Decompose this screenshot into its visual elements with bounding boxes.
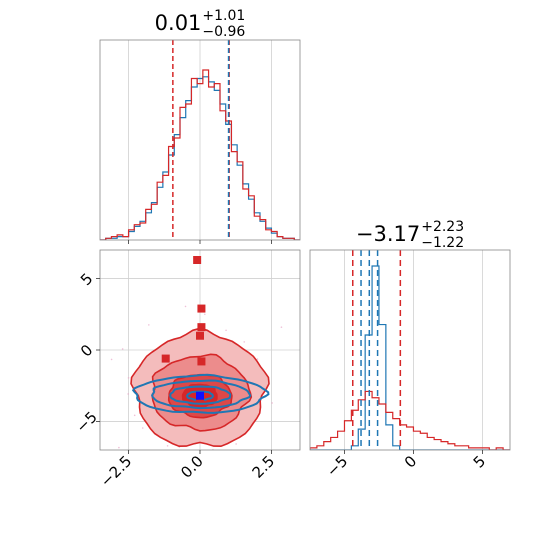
y-tick-label-0: −5 <box>73 408 101 436</box>
sample-dot <box>271 402 273 404</box>
sample-dot <box>121 348 124 350</box>
histogram-series <box>310 250 510 450</box>
red-marker-4 <box>161 354 170 363</box>
histogram-series-0 <box>310 265 510 450</box>
red-marker-5 <box>197 357 206 366</box>
sample-dot <box>184 305 187 308</box>
x-tick-label-0: −5 <box>323 452 351 480</box>
blue-contour-level-0 <box>131 373 270 414</box>
x-ticks: −5 0 5 <box>323 450 489 480</box>
red-marker-0 <box>193 256 202 264</box>
panel-joint-contour: −2.5 0.0 2.5 −5 0 5 <box>73 249 301 491</box>
red-marker-1 <box>197 304 206 313</box>
param1-upper-error: +1.01 <box>202 8 245 24</box>
sample-dot <box>127 393 129 395</box>
sample-dot <box>243 341 246 343</box>
histogram-series <box>100 40 300 240</box>
blue-contour-level-2 <box>169 385 232 405</box>
sample-dot <box>127 377 130 379</box>
sample-dot <box>227 453 229 455</box>
param2-summary-title: −3.17+2.23 −1.22 <box>356 219 464 251</box>
grid <box>128 40 272 240</box>
sample-dot <box>133 414 136 417</box>
panel-bg <box>310 250 510 450</box>
y-tick-label-2: 5 <box>77 270 96 289</box>
y-tick-label-1: 0 <box>77 341 96 360</box>
panel-param2-histogram: −5 0 5 −3.17+2.23 −1.22 <box>309 219 511 480</box>
panel-frame <box>309 249 511 451</box>
histogram-series-1 <box>310 390 510 450</box>
panel-param1-histogram: 0.01+1.01 −0.96 <box>99 8 301 244</box>
sample-dot <box>148 324 150 326</box>
contour-layers <box>77 256 283 455</box>
param1-lower-error: −0.96 <box>202 24 245 40</box>
sample-dot <box>77 357 79 359</box>
sample-dot <box>166 445 169 447</box>
sample-dot <box>235 443 237 445</box>
sample-dot <box>118 446 120 449</box>
red-marker-2 <box>197 323 206 332</box>
sample-dot <box>256 358 259 360</box>
histogram-series-1 <box>100 69 300 240</box>
param1-summary-title: 0.01+1.01 −0.96 <box>155 8 246 40</box>
sample-dot <box>141 427 144 429</box>
sample-dot <box>225 329 227 332</box>
param2-lower-error: −1.22 <box>421 235 464 251</box>
sample-dot <box>280 326 283 328</box>
grid <box>344 250 483 450</box>
sample-dot <box>204 313 206 316</box>
sample-dot <box>110 358 113 361</box>
param1-median: 0.01 <box>155 11 202 35</box>
blue-contour-level-3 <box>186 390 214 402</box>
x-tick-label-2: 5 <box>470 452 489 471</box>
x-ticks <box>128 240 272 244</box>
x-tick-label-1: 0.0 <box>177 452 207 482</box>
blue-marker <box>196 391 204 400</box>
blue-contour-level-1 <box>151 379 252 410</box>
x-tick-label-1: 0 <box>401 452 420 471</box>
red-marker-3 <box>196 331 204 340</box>
x-tick-label-2: 2.5 <box>249 452 279 482</box>
param2-upper-error: +2.23 <box>421 219 464 235</box>
param2-median: −3.17 <box>356 222 420 246</box>
x-tick-label-0: −2.5 <box>97 452 135 490</box>
